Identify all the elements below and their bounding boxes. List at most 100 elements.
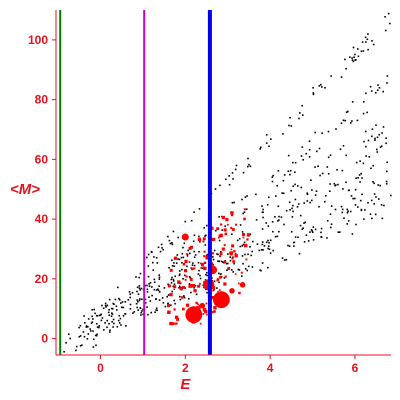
black-point bbox=[117, 319, 120, 322]
black-point bbox=[277, 220, 279, 222]
black-point bbox=[242, 212, 244, 215]
black-point bbox=[233, 201, 235, 204]
black-point bbox=[136, 299, 138, 301]
black-point bbox=[96, 315, 99, 317]
black-point bbox=[155, 309, 157, 311]
red-point bbox=[245, 258, 248, 261]
black-point bbox=[303, 202, 305, 204]
black-point bbox=[155, 289, 158, 291]
red-point bbox=[182, 286, 185, 289]
red-point bbox=[235, 223, 237, 226]
black-point bbox=[260, 269, 262, 272]
red-point bbox=[190, 245, 193, 249]
black-point bbox=[172, 278, 175, 281]
black-point bbox=[342, 145, 345, 147]
black-point bbox=[163, 287, 166, 289]
black-point bbox=[311, 199, 313, 202]
black-point bbox=[288, 245, 291, 247]
black-point bbox=[360, 172, 362, 175]
black-point bbox=[356, 119, 359, 122]
black-point bbox=[96, 326, 99, 328]
black-point bbox=[170, 304, 172, 306]
black-point bbox=[147, 313, 149, 316]
black-point bbox=[92, 346, 95, 348]
red-point bbox=[231, 213, 234, 217]
black-point bbox=[297, 203, 300, 205]
black-point bbox=[256, 243, 259, 245]
black-point bbox=[108, 314, 111, 316]
black-point bbox=[289, 209, 291, 211]
black-point bbox=[355, 177, 357, 179]
black-point bbox=[111, 321, 113, 323]
black-point bbox=[329, 183, 331, 185]
black-point bbox=[267, 225, 270, 227]
black-point bbox=[241, 255, 244, 257]
black-point bbox=[94, 334, 97, 337]
black-point bbox=[294, 171, 296, 173]
black-point bbox=[359, 181, 361, 183]
black-point bbox=[266, 204, 269, 206]
black-point bbox=[311, 189, 313, 191]
black-point bbox=[105, 306, 107, 308]
black-point bbox=[92, 318, 94, 320]
black-point bbox=[268, 248, 271, 251]
black-point bbox=[366, 38, 369, 41]
black-point bbox=[314, 228, 317, 231]
black-point bbox=[358, 174, 361, 176]
red-point bbox=[221, 215, 225, 220]
red-point bbox=[231, 244, 235, 248]
black-point bbox=[379, 184, 381, 187]
black-point bbox=[267, 266, 269, 269]
black-point bbox=[350, 122, 352, 124]
black-point bbox=[271, 180, 274, 183]
black-point bbox=[177, 258, 179, 260]
x-tick-label: 6 bbox=[352, 361, 359, 375]
black-point bbox=[372, 43, 375, 46]
red-point bbox=[197, 303, 199, 305]
black-point bbox=[260, 146, 262, 149]
black-point bbox=[146, 306, 148, 308]
black-point bbox=[148, 285, 151, 287]
black-point bbox=[281, 257, 284, 259]
black-point bbox=[137, 309, 139, 311]
black-point bbox=[142, 313, 144, 316]
black-point bbox=[239, 224, 242, 226]
red-point bbox=[200, 267, 203, 269]
black-point bbox=[262, 216, 264, 219]
black-point bbox=[354, 53, 356, 56]
black-point bbox=[154, 311, 156, 313]
black-point bbox=[216, 253, 218, 255]
black-point bbox=[246, 195, 248, 197]
black-point bbox=[98, 314, 101, 317]
black-point bbox=[232, 271, 234, 273]
black-point bbox=[385, 183, 388, 185]
black-point bbox=[314, 131, 316, 134]
black-point bbox=[113, 322, 115, 325]
black-point bbox=[376, 136, 379, 139]
black-point bbox=[157, 246, 160, 249]
black-point bbox=[334, 208, 337, 211]
red-point bbox=[167, 310, 171, 314]
black-point bbox=[347, 210, 349, 212]
black-point bbox=[318, 205, 320, 208]
black-point bbox=[292, 161, 294, 164]
black-point bbox=[345, 67, 347, 70]
black-point bbox=[370, 199, 373, 202]
black-point bbox=[179, 282, 182, 285]
red-point bbox=[205, 302, 208, 305]
black-point bbox=[310, 229, 313, 231]
black-point bbox=[326, 220, 329, 222]
black-point bbox=[369, 85, 372, 88]
black-point bbox=[218, 239, 221, 242]
black-point bbox=[206, 224, 208, 227]
black-point bbox=[197, 261, 200, 264]
black-point bbox=[204, 279, 207, 281]
black-point bbox=[183, 242, 186, 245]
black-point bbox=[292, 210, 294, 213]
red-point bbox=[176, 318, 179, 321]
black-point bbox=[242, 243, 245, 246]
black-point bbox=[364, 209, 366, 211]
black-point bbox=[238, 237, 241, 240]
black-point bbox=[65, 342, 67, 344]
red-point bbox=[242, 233, 245, 236]
